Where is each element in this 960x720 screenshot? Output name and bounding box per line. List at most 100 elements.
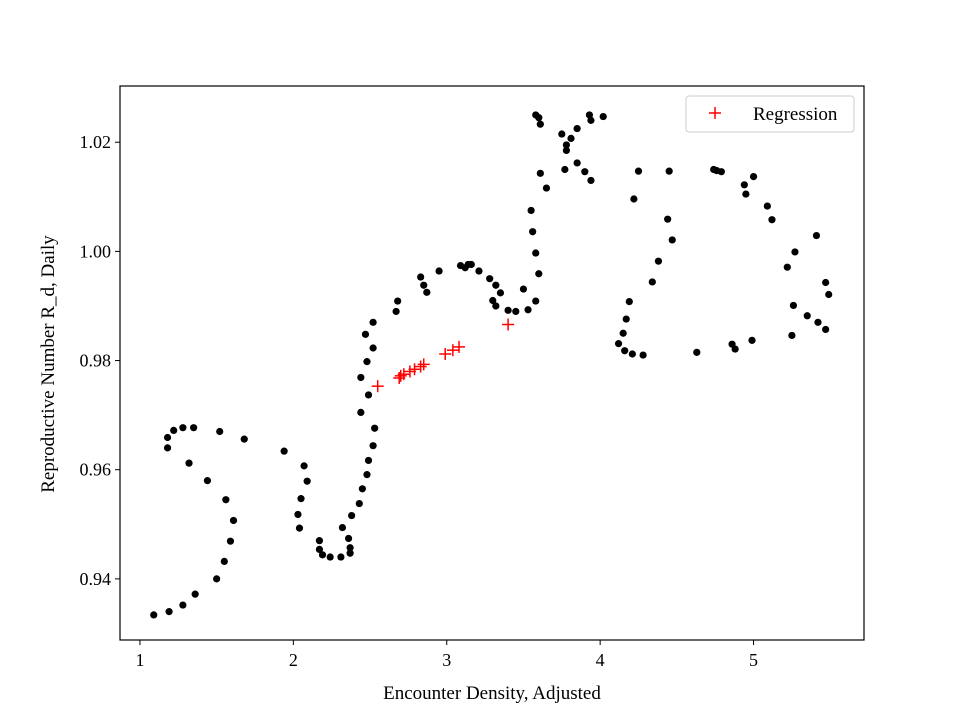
data-point <box>392 307 400 316</box>
points-layer <box>150 111 833 619</box>
data-point <box>535 114 543 122</box>
data-point <box>654 257 663 265</box>
data-point <box>357 373 365 382</box>
regression-point <box>417 358 430 371</box>
data-point <box>822 325 830 334</box>
data-point <box>369 318 377 326</box>
data-point <box>567 134 575 142</box>
data-point <box>338 523 347 532</box>
data-point <box>562 146 571 155</box>
data-point <box>185 459 193 467</box>
data-point <box>163 433 172 442</box>
data-point <box>420 281 428 289</box>
data-point <box>803 312 811 320</box>
data-point <box>358 485 366 493</box>
data-point <box>748 336 756 344</box>
data-point <box>791 248 799 256</box>
data-point <box>220 557 228 566</box>
regression-point <box>397 368 410 381</box>
data-point <box>492 302 500 310</box>
data-point <box>527 206 535 215</box>
data-point <box>621 347 629 355</box>
data-point <box>783 263 791 271</box>
data-point <box>665 167 673 175</box>
data-point <box>364 456 373 465</box>
data-point <box>668 236 676 244</box>
data-point <box>467 260 475 269</box>
data-point <box>587 116 595 124</box>
x-tick-label: 1 <box>135 650 144 670</box>
data-point <box>740 181 748 189</box>
data-point <box>179 601 187 609</box>
data-point <box>536 120 544 128</box>
legend-marker-regression <box>709 107 721 119</box>
data-point <box>163 444 172 452</box>
data-point <box>369 344 377 352</box>
data-point <box>303 477 311 485</box>
data-point <box>581 168 589 176</box>
data-point <box>355 499 363 508</box>
data-point <box>315 537 324 545</box>
data-point <box>222 496 230 504</box>
data-point <box>693 348 701 356</box>
data-point <box>348 511 356 520</box>
data-point <box>599 112 607 121</box>
data-point <box>295 524 304 532</box>
regression-point <box>446 344 459 357</box>
data-point <box>297 495 305 503</box>
data-point <box>822 278 830 287</box>
data-point <box>486 275 494 283</box>
data-point <box>344 534 353 543</box>
data-point <box>170 426 178 435</box>
data-point <box>294 510 302 519</box>
data-point <box>625 297 633 306</box>
data-point <box>216 427 224 436</box>
regression-point <box>439 347 452 360</box>
x-axis-label: Encounter Density, Adjusted <box>383 683 601 704</box>
data-point <box>357 408 365 416</box>
data-point <box>789 301 798 310</box>
regression-point <box>394 369 407 382</box>
data-point <box>371 424 379 432</box>
data-point <box>369 442 377 450</box>
data-point <box>628 350 636 358</box>
observation-series <box>150 111 833 619</box>
data-point <box>622 315 630 323</box>
y-tick-label: 1.00 <box>80 241 112 261</box>
data-point <box>535 270 543 278</box>
data-point <box>315 545 324 553</box>
data-point <box>489 296 497 305</box>
data-point <box>165 608 173 616</box>
data-point <box>150 611 158 619</box>
data-point <box>191 590 199 598</box>
data-point <box>731 345 739 353</box>
data-point <box>763 202 771 210</box>
data-point <box>364 391 373 399</box>
data-point <box>542 184 551 192</box>
data-point <box>203 477 212 485</box>
data-point <box>585 111 594 119</box>
data-point <box>346 544 354 552</box>
data-point <box>561 165 569 174</box>
data-point <box>536 169 544 177</box>
legend-plus-icon <box>709 107 721 119</box>
data-point <box>562 141 571 149</box>
data-point <box>630 195 638 203</box>
data-point <box>587 176 595 185</box>
data-point <box>280 447 288 455</box>
data-point <box>346 549 354 557</box>
x-tick-label: 4 <box>596 650 605 670</box>
regression-point <box>371 380 384 393</box>
data-point <box>788 331 796 340</box>
data-point <box>496 289 505 297</box>
data-point <box>475 267 483 275</box>
regression-point <box>502 318 515 331</box>
data-point <box>394 297 402 305</box>
data-point <box>825 290 833 299</box>
data-point <box>532 249 540 257</box>
y-tick-label: 1.02 <box>80 132 112 152</box>
ticks-layer: 1 2 3 4 5 0.94 0.96 0.98 1.00 1.02 <box>80 132 759 670</box>
data-point <box>190 424 198 432</box>
data-point <box>512 307 520 316</box>
